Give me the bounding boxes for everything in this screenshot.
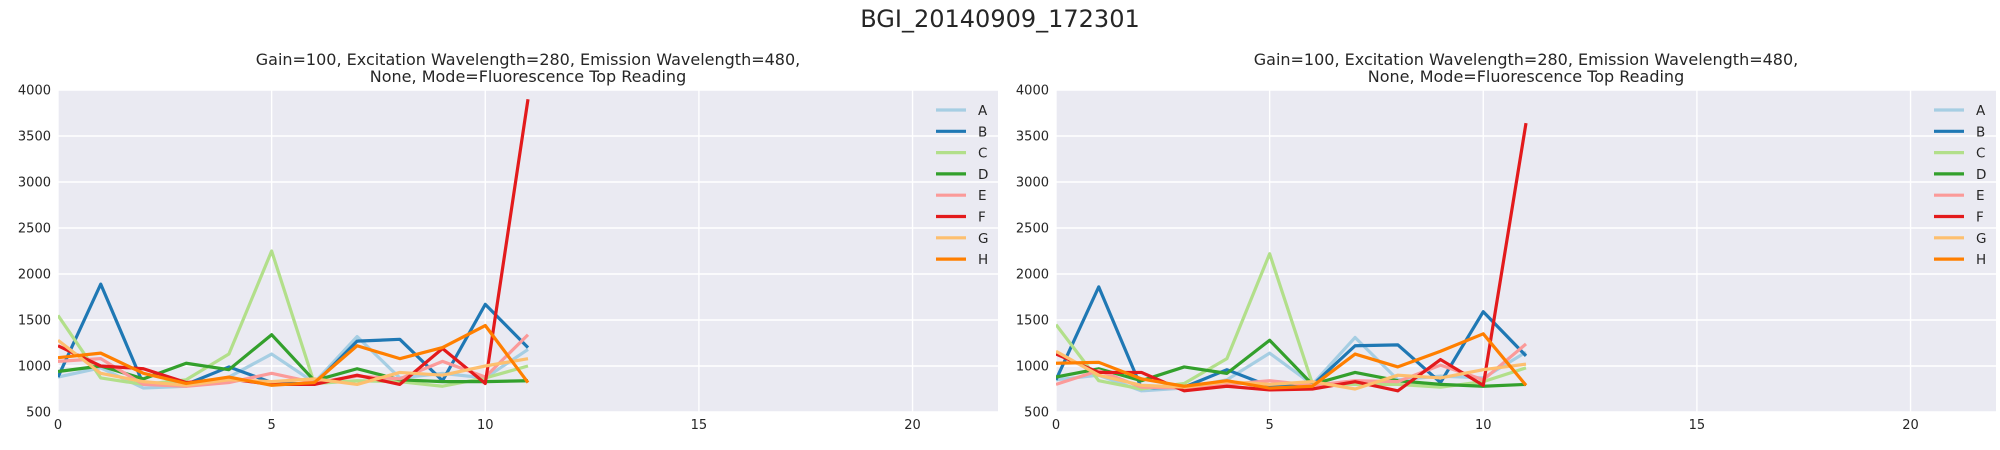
- legend-label: C: [978, 146, 987, 162]
- y-tick-label: 4000: [18, 84, 51, 99]
- series-line-G: [1056, 349, 1527, 391]
- y-tick-label: 500: [1024, 406, 1049, 421]
- y-tick-label: 4000: [1016, 84, 1049, 99]
- legend-label: G: [1976, 231, 1986, 247]
- y-tick-label: 2000: [1016, 268, 1049, 283]
- y-tick-label: 1500: [18, 314, 51, 329]
- legend-label: G: [978, 231, 988, 247]
- legend-label: D: [978, 167, 988, 183]
- legend-label: B: [978, 124, 987, 140]
- legend-label: B: [1976, 124, 1985, 140]
- y-tick-label: 3500: [1016, 130, 1049, 145]
- series-line-H: [1056, 332, 1528, 390]
- x-tick-label: 0: [1052, 418, 1060, 433]
- y-tick-label: 1000: [1016, 360, 1049, 375]
- series-line-G: [58, 338, 529, 387]
- series-group: [58, 98, 530, 390]
- series-line-D: [1056, 338, 1527, 388]
- y-tick-label: 3500: [18, 130, 51, 145]
- x-tick-label: 0: [54, 418, 62, 433]
- x-tick-label: 5: [1265, 418, 1273, 433]
- y-tick-label: 3000: [18, 176, 51, 191]
- legend-label: E: [978, 188, 987, 204]
- x-tick-label: 5: [267, 418, 275, 433]
- legend-label: C: [1976, 146, 1985, 162]
- plot-area-left: [58, 90, 998, 412]
- series-line-F: [1056, 122, 1528, 393]
- legend-label: D: [1976, 167, 1986, 183]
- panel-title-line: None, Mode=Fluorescence Top Reading: [1368, 67, 1684, 86]
- plot-area-right: [1056, 90, 1996, 412]
- legend-label: H: [1976, 252, 1986, 268]
- legend-label: H: [978, 252, 988, 268]
- legend-label: E: [1976, 188, 1985, 204]
- x-tick-label: 20: [1902, 418, 1919, 433]
- x-tick-label: 10: [1475, 418, 1492, 433]
- chart-panel-left: 0 5 10 15 20 500 1000 1500 2000 2500 3000 3500 4000 G…: [18, 50, 998, 433]
- legend-label: F: [1976, 210, 1984, 226]
- legend-label: A: [1976, 103, 1986, 119]
- panel-title-line: Gain=100, Excitation Wavelength=280, Emi…: [1254, 50, 1799, 69]
- x-tick-label: 20: [904, 418, 921, 433]
- series-line-C: [58, 249, 529, 388]
- chart-panel-right: 0 5 10 15 20 500 1000 1500 2000 2500 3000 3500 4000 G…: [1016, 50, 1996, 433]
- series-line-H: [58, 323, 530, 387]
- series-group: [1056, 122, 1528, 393]
- legend-label: F: [978, 210, 986, 226]
- y-tick-label: 1000: [18, 360, 51, 375]
- x-tick-label: 10: [477, 418, 494, 433]
- panel-title-line: Gain=100, Excitation Wavelength=280, Emi…: [256, 50, 801, 69]
- figure-title: BGI_20140909_172301: [860, 5, 1140, 33]
- legend-label: A: [978, 103, 988, 119]
- y-tick-label: 2000: [18, 268, 51, 283]
- y-tick-label: 3000: [1016, 176, 1049, 191]
- y-tick-label: 2500: [1016, 222, 1049, 237]
- x-tick-label: 15: [691, 418, 708, 433]
- y-tick-label: 2500: [18, 222, 51, 237]
- x-tick-label: 15: [1689, 418, 1706, 433]
- y-tick-label: 1500: [1016, 314, 1049, 329]
- series-line-D: [58, 333, 529, 384]
- y-tick-label: 500: [26, 406, 51, 421]
- panel-title-line: None, Mode=Fluorescence Top Reading: [370, 67, 686, 86]
